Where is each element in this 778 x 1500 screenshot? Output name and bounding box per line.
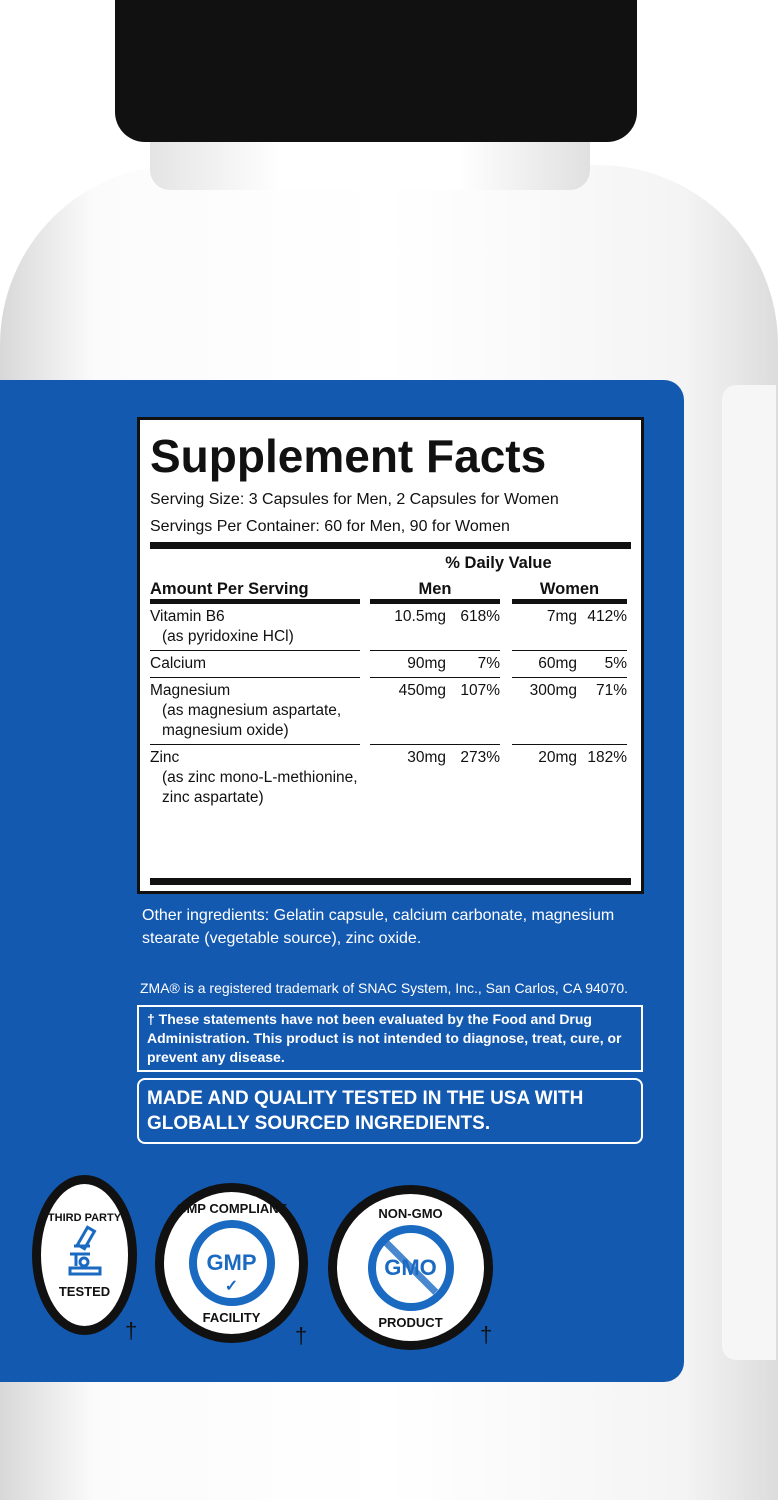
serving-size: Serving Size: 3 Capsules for Men, 2 Caps… bbox=[150, 491, 559, 508]
women-daily-value: 412% bbox=[587, 608, 627, 625]
nutrient-row: Calcium 90mg 7% 60mg 5% bbox=[150, 651, 631, 678]
men-amount: 450mg bbox=[398, 682, 446, 699]
nutrient-row: Magnesium (as magnesium aspartate, magnes… bbox=[150, 678, 631, 745]
badge-top-text: NON-GMO bbox=[378, 1205, 443, 1221]
badge-gmp-compliant: GMP COMPLIANT GMP ✓ FACILITY bbox=[155, 1183, 308, 1343]
women-header: Women bbox=[539, 580, 600, 598]
badge-bottom-text: FACILITY bbox=[202, 1310, 261, 1325]
nutrient-name: Zinc bbox=[150, 749, 180, 766]
dagger-mark: † bbox=[125, 1318, 138, 1343]
fda-disclaimer: † These statements have not been evaluat… bbox=[137, 1005, 643, 1072]
nutrient-detail: (as pyridoxine HCl) bbox=[162, 628, 294, 645]
nutrient-name: Vitamin B6 bbox=[150, 608, 225, 625]
trademark-note: ZMA® is a registered trademark of SNAC S… bbox=[140, 980, 629, 996]
nutrient-name: Magnesium bbox=[150, 682, 231, 699]
badge-non-gmo: NON-GMO GMO PRODUCT bbox=[328, 1185, 493, 1350]
women-daily-value: 182% bbox=[587, 749, 627, 766]
badge-bottom-text: PRODUCT bbox=[378, 1314, 443, 1330]
badge-bottom-text: TESTED bbox=[58, 1283, 111, 1299]
men-amount: 10.5mg bbox=[394, 608, 446, 625]
women-daily-value: 71% bbox=[595, 682, 627, 699]
bottle-cap bbox=[115, 0, 637, 142]
microscope-icon bbox=[68, 1224, 101, 1275]
servings-per-container: Servings Per Container: 60 for Men, 90 f… bbox=[150, 518, 510, 535]
facts-title: Supplement Facts bbox=[150, 430, 547, 482]
nutrient-row: Zinc (as zinc mono-L-methionine, zinc asp… bbox=[150, 745, 631, 811]
women-amount: 60mg bbox=[538, 655, 577, 672]
men-daily-value: 618% bbox=[460, 608, 500, 625]
supplement-facts-panel: Supplement Facts Serving Size: 3 Capsule… bbox=[137, 417, 644, 894]
men-amount: 90mg bbox=[407, 655, 446, 672]
nutrient-row: Vitamin B6 (as pyridoxine HCl) 10.5mg 618%… bbox=[150, 604, 631, 651]
divider bbox=[150, 878, 631, 885]
nutrient-name: Calcium bbox=[150, 655, 206, 672]
women-amount: 7mg bbox=[546, 608, 577, 625]
checkmark-icon: ✓ bbox=[224, 1278, 239, 1295]
nutrient-detail: (as zinc mono-L-methionine, zinc asparta… bbox=[162, 769, 358, 806]
other-ingredients: Other ingredients: Gelatin capsule, calc… bbox=[142, 907, 615, 947]
nutrient-detail: (as magnesium aspartate, magnesium oxide… bbox=[162, 702, 342, 739]
label-side-panel bbox=[722, 385, 776, 1360]
women-amount: 300mg bbox=[529, 682, 577, 699]
divider bbox=[150, 542, 631, 549]
men-header: Men bbox=[418, 580, 452, 598]
men-daily-value: 273% bbox=[460, 749, 500, 766]
dagger-mark: † bbox=[480, 1322, 493, 1347]
women-amount: 20mg bbox=[538, 749, 577, 766]
made-in-usa-banner: MADE AND QUALITY TESTED IN THE USA WITH … bbox=[137, 1078, 643, 1144]
men-daily-value: 7% bbox=[477, 655, 500, 672]
badge-top-text: THIRD PARTY bbox=[47, 1211, 122, 1224]
badge-third-party-tested: THIRD PARTY TESTED bbox=[32, 1175, 137, 1335]
prohibited-icon: GMO bbox=[367, 1224, 454, 1311]
amount-header: Amount Per Serving bbox=[150, 580, 309, 598]
gmp-seal: GMP ✓ bbox=[188, 1220, 275, 1306]
men-amount: 30mg bbox=[407, 749, 446, 766]
badge-top-text: GMP COMPLIANT bbox=[176, 1201, 287, 1216]
daily-value-header: % Daily Value bbox=[445, 554, 552, 572]
men-daily-value: 107% bbox=[460, 682, 500, 699]
badge-center-text: GMP bbox=[206, 1250, 257, 1275]
women-daily-value: 5% bbox=[604, 655, 627, 672]
dagger-mark: † bbox=[295, 1323, 308, 1348]
